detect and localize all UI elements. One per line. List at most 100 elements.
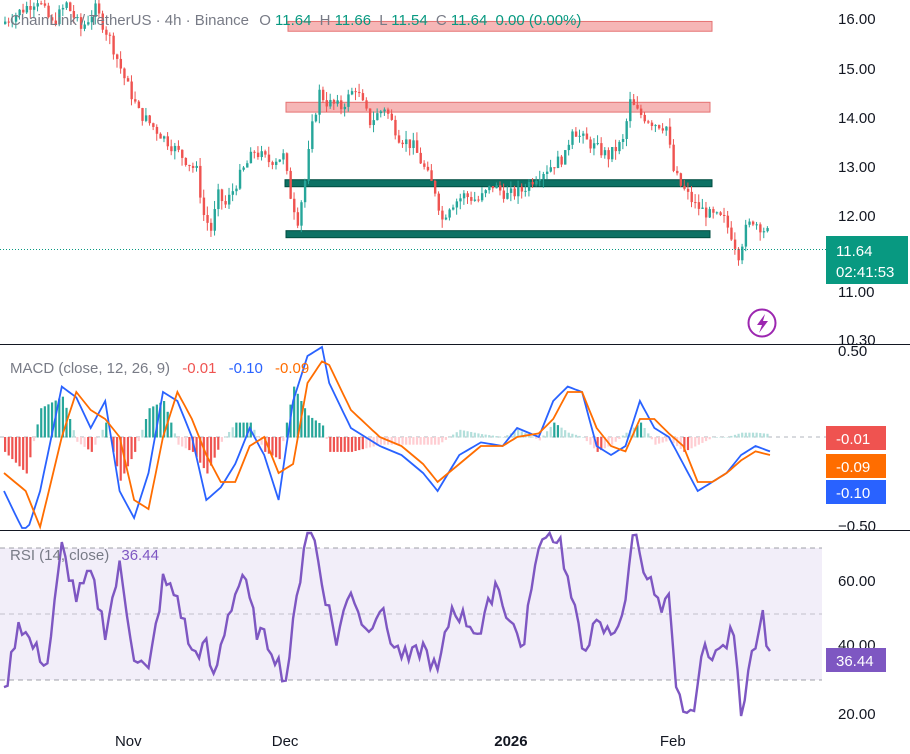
candle <box>166 132 169 150</box>
lightning-icon[interactable] <box>747 308 777 338</box>
candle <box>531 178 534 188</box>
price-tick-label: 12.00 <box>838 208 876 225</box>
candle <box>22 3 25 14</box>
candle <box>632 93 636 106</box>
candle <box>535 176 538 187</box>
candle <box>387 107 390 119</box>
macd-tick-label: −0.50 <box>838 518 876 535</box>
candle <box>159 132 162 139</box>
candle <box>152 122 155 131</box>
macd-bubble-hist <box>826 426 886 450</box>
candle <box>383 107 386 116</box>
candle <box>76 14 79 22</box>
macd-bubble-signal <box>826 454 886 478</box>
candle <box>719 211 722 217</box>
candle <box>672 139 675 173</box>
candle <box>40 0 43 5</box>
price-tick-label: 16.00 <box>838 11 876 28</box>
candle <box>737 247 740 266</box>
chart-legend[interactable]: ChainLink / TetherUS · 4h · Binance O 11… <box>10 12 581 29</box>
candle <box>441 205 444 228</box>
candle <box>173 142 177 160</box>
candle <box>228 187 231 209</box>
rsi-bubble <box>826 648 886 672</box>
candle <box>611 146 614 163</box>
candle <box>390 109 394 121</box>
candle <box>484 189 487 198</box>
time-tick-label: Dec <box>272 733 299 750</box>
candle <box>394 115 397 140</box>
last-price-badge[interactable] <box>826 236 908 284</box>
candle <box>759 222 762 241</box>
candle <box>347 89 350 112</box>
time-axis[interactable]: Nov Dec 2026 Feb <box>115 733 686 750</box>
candle <box>625 118 628 147</box>
candle <box>545 165 549 180</box>
candle <box>7 17 11 27</box>
candle <box>4 16 7 25</box>
rsi-legend[interactable]: RSI (14, close) 36.44 <box>10 547 159 564</box>
resistance-zone-0[interactable] <box>287 20 713 32</box>
ohlc-h-label: H <box>320 12 331 29</box>
candle <box>462 190 466 205</box>
candle <box>397 129 401 144</box>
resistance-zone-1[interactable] <box>285 101 711 113</box>
candle <box>350 87 354 96</box>
candle <box>43 0 47 8</box>
support-zone-2[interactable] <box>284 179 713 188</box>
candle <box>665 125 668 136</box>
candle <box>459 193 462 210</box>
ohlc-close: 11.64 <box>451 12 487 29</box>
candle <box>141 107 144 126</box>
candle <box>574 127 578 137</box>
candle <box>744 219 748 252</box>
candle <box>499 181 502 196</box>
candle <box>260 145 263 161</box>
support-zone-3[interactable] <box>285 230 711 239</box>
candle <box>538 170 542 187</box>
candle <box>242 166 245 172</box>
candle <box>379 109 383 118</box>
price-axis[interactable]: 16.00 15.00 14.00 13.00 12.00 11.00 10.30 <box>838 11 876 349</box>
macd-legend[interactable]: MACD (close, 12, 26, 9) -0.01 -0.10 -0.0… <box>10 360 309 377</box>
candle <box>220 188 224 210</box>
rsi-bubble-text: 36.44 <box>836 653 874 670</box>
candle <box>495 182 498 189</box>
candle <box>321 86 325 103</box>
candle <box>473 191 477 202</box>
candle <box>191 162 195 173</box>
candle <box>513 185 516 200</box>
candle <box>264 149 267 158</box>
candle <box>517 180 520 204</box>
candle <box>119 51 123 74</box>
candle <box>448 208 451 221</box>
candle <box>108 32 112 45</box>
candle <box>202 189 206 221</box>
candle <box>209 218 213 237</box>
candle <box>137 100 141 109</box>
candle <box>181 149 184 166</box>
candle <box>408 139 412 156</box>
candle <box>470 191 473 205</box>
candle <box>650 120 654 131</box>
candle <box>502 183 506 203</box>
ohlc-open: 11.64 <box>275 12 311 29</box>
candle <box>90 10 94 30</box>
candle <box>11 13 14 28</box>
candle <box>144 107 148 123</box>
candle <box>629 91 632 128</box>
candle <box>755 221 758 230</box>
candle <box>25 1 29 14</box>
candle <box>592 138 596 156</box>
candle <box>618 140 621 155</box>
candle <box>343 103 347 117</box>
candle <box>762 227 766 239</box>
candle <box>282 149 285 165</box>
candle <box>278 159 282 163</box>
candle <box>271 160 274 170</box>
candle <box>148 114 151 126</box>
candle <box>477 195 480 203</box>
candle <box>293 192 296 220</box>
candle <box>376 108 379 121</box>
